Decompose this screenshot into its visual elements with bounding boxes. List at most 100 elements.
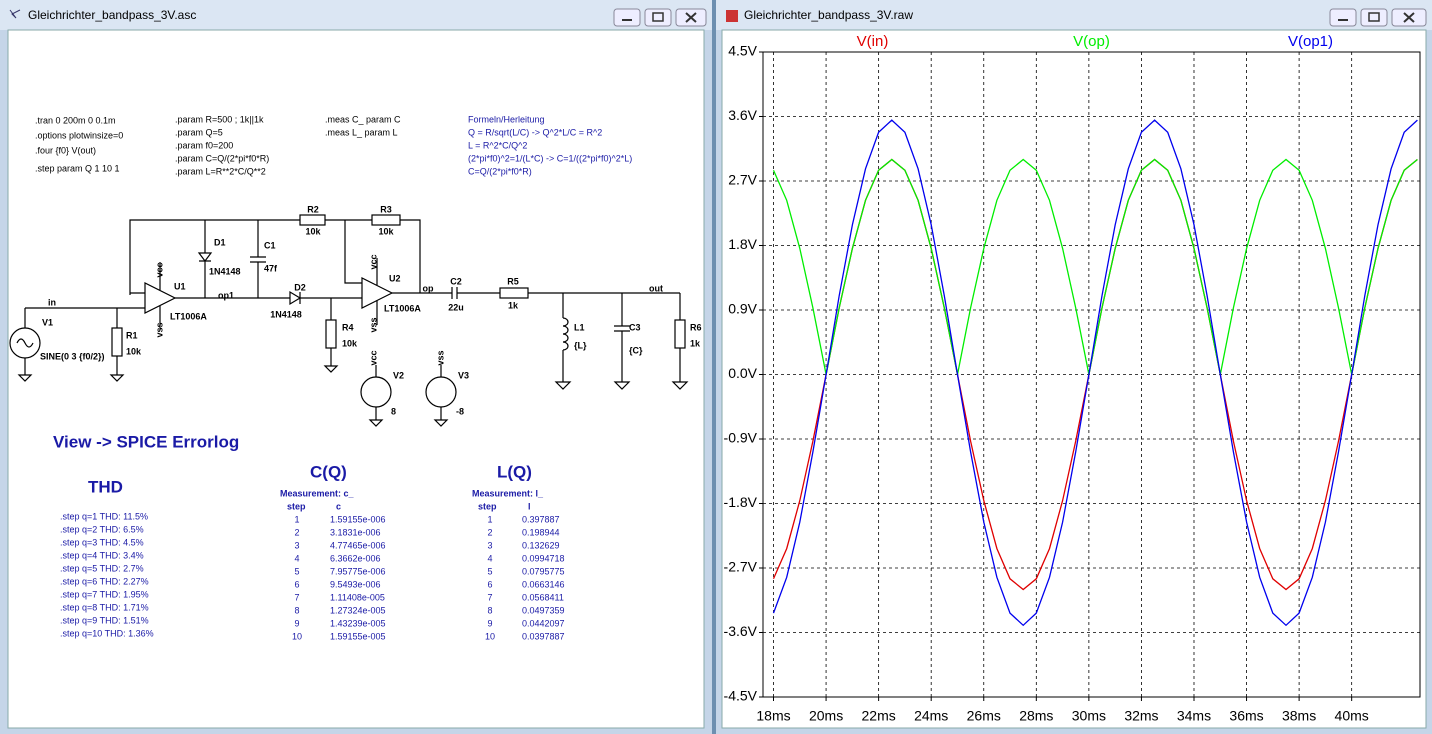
component-label: op1 <box>218 290 234 300</box>
component-label: 1k <box>690 338 701 348</box>
column-header: step <box>478 501 497 511</box>
y-tick-label: 3.6V <box>728 107 757 123</box>
x-tick-label: 30ms <box>1072 708 1106 724</box>
spice-directive: .meas C_ param C <box>325 114 401 124</box>
title-bar <box>0 0 712 30</box>
component-label: R1 <box>126 330 138 340</box>
thd-row: .step q=6 THD: 2.27% <box>60 576 149 586</box>
spice-directive: .meas L_ param L <box>325 127 398 137</box>
measured-value: 0.0795775 <box>522 566 565 576</box>
step-index: 5 <box>487 566 492 576</box>
component-label: 10k <box>342 338 358 348</box>
measured-value: 0.0663146 <box>522 579 565 589</box>
component-label: V2 <box>393 370 404 380</box>
step-index: 8 <box>294 605 299 615</box>
component-label: vss <box>368 317 378 332</box>
measured-value: 0.198944 <box>522 527 560 537</box>
component-label: -8 <box>456 406 464 416</box>
thd-row: .step q=10 THD: 1.36% <box>60 628 154 638</box>
series-line <box>772 119 1418 627</box>
step-index: 4 <box>487 553 492 563</box>
legend-entry: V(op1) <box>1288 33 1333 50</box>
schematic-area <box>7 29 705 729</box>
y-tick-label: 0.0V <box>728 365 757 381</box>
y-tick-label: -2.7V <box>724 559 758 575</box>
component-label: out <box>649 283 663 293</box>
measured-value: 3.1831e-006 <box>330 527 381 537</box>
component-label: 10k <box>378 226 394 236</box>
measured-value: 1.27324e-005 <box>330 605 386 615</box>
x-tick-label: 20ms <box>809 708 843 724</box>
component-label: LT1006A <box>384 303 421 313</box>
thd-row: .step q=9 THD: 1.51% <box>60 615 149 625</box>
spice-directive: .param C=Q/(2*pi*f0*R) <box>175 153 269 163</box>
component-label: 1N4148 <box>270 309 302 319</box>
section-title: C(Q) <box>310 462 347 481</box>
x-tick-label: 32ms <box>1124 708 1158 724</box>
component-label: D2 <box>294 282 306 292</box>
schematic-wiring <box>9 214 689 427</box>
measured-value: 7.95775e-006 <box>330 566 386 576</box>
spice-directive: .param R=500 ; 1k||1k <box>175 114 264 124</box>
comment: C=Q/(2*pi*f0*R) <box>468 166 532 176</box>
component-label: 47f <box>264 263 278 273</box>
measured-value: 0.0568411 <box>522 592 564 602</box>
app-icon <box>9 9 21 19</box>
component-label: vcc <box>368 350 378 365</box>
component-label: C3 <box>629 322 641 332</box>
window-buttons <box>1329 8 1427 27</box>
step-index: 2 <box>487 527 492 537</box>
measured-value: 0.0994718 <box>522 553 565 563</box>
minimize-button[interactable] <box>1329 8 1357 27</box>
series-line <box>772 158 1418 375</box>
x-tick-label: 18ms <box>756 708 790 724</box>
component-label: in <box>48 297 56 307</box>
y-tick-label: -4.5V <box>724 688 758 704</box>
y-tick-label: -1.8V <box>724 494 758 510</box>
minimize-button[interactable] <box>613 8 641 27</box>
legend-entry: V(in) <box>857 33 889 50</box>
component-label: R6 <box>690 322 702 332</box>
legend-entry: V(op) <box>1073 33 1110 50</box>
comment: (2*pi*f0)^2=1/(L*C) -> C=1/((2*pi*f0)^2*… <box>468 153 632 163</box>
measured-value: 0.132629 <box>522 540 560 550</box>
maximize-button[interactable] <box>1360 8 1388 27</box>
app-icon <box>726 10 738 22</box>
step-index: 2 <box>294 527 299 537</box>
y-tick-label: -0.9V <box>724 430 758 446</box>
component-label: R2 <box>307 204 319 214</box>
x-tick-label: 26ms <box>967 708 1001 724</box>
measured-value: 1.43239e-005 <box>330 618 386 628</box>
step-index: 1 <box>294 514 299 524</box>
component-label: V1 <box>42 317 53 327</box>
plot-border <box>762 51 1421 698</box>
component-label: LT1006A <box>170 311 207 321</box>
component-label: 8 <box>391 406 396 416</box>
x-tick-label: 36ms <box>1229 708 1263 724</box>
x-tick-label: 40ms <box>1335 708 1369 724</box>
errorlog-link[interactable]: View -> SPICE Errorlog <box>53 432 239 451</box>
resistor <box>299 214 326 226</box>
spice-directive: .param f0=200 <box>175 140 233 150</box>
maximize-button[interactable] <box>644 8 672 27</box>
component-label: U2 <box>389 273 401 283</box>
measured-value: 0.0497359 <box>522 605 565 615</box>
spice-directive: .param Q=5 <box>175 127 223 137</box>
component-label: vss <box>154 322 164 337</box>
thd-row: .step q=7 THD: 1.95% <box>60 589 149 599</box>
measurement-name: Measurement: l_ <box>472 488 544 498</box>
y-tick-label: -3.6V <box>724 623 758 639</box>
thd-row: .step q=8 THD: 1.71% <box>60 602 149 612</box>
measured-value: 0.0442097 <box>522 618 565 628</box>
comment: L = R^2*C/Q^2 <box>468 140 527 150</box>
step-index: 8 <box>487 605 492 615</box>
window-title: Gleichrichter_bandpass_3V.raw <box>744 8 913 22</box>
column-header: l <box>528 501 531 511</box>
spice-directive: .param L=R**2*C/Q**2 <box>175 166 266 176</box>
component-label: vcc <box>368 254 378 269</box>
x-tick-label: 24ms <box>914 708 948 724</box>
comment: Q = R/sqrt(L/C) -> Q^2*L/C = R^2 <box>468 127 602 137</box>
x-tick-label: 38ms <box>1282 708 1316 724</box>
measured-value: 4.77465e-006 <box>330 540 386 550</box>
